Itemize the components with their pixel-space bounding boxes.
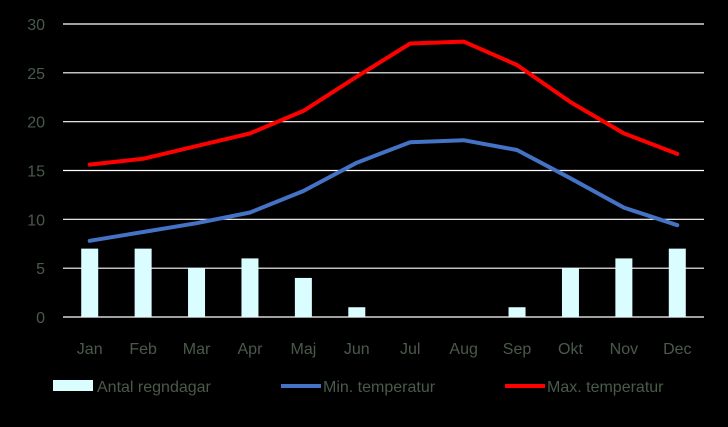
x-tick-label-aug: Aug [449,341,477,358]
x-tick-label-apr: Apr [238,341,264,358]
legend: Antal regndagar Min. temperatur Max. tempe… [53,379,664,396]
x-tick-label-maj: Maj [290,341,316,358]
x-tick-label-feb: Feb [129,341,157,358]
y-axis: 0 5 10 15 20 25 30 [27,17,45,327]
min-temperature-line [87,138,680,243]
bar-jun [348,307,366,317]
bar-nov [615,258,633,317]
bar-sep [508,307,526,317]
bar-maj [294,277,312,317]
rain-days-bars [81,248,686,317]
legend-label-min-temperatur: Min. temperatur [323,379,436,396]
x-tick-label-mar: Mar [183,341,211,358]
x-tick-label-nov: Nov [610,341,638,358]
x-tick-label-sep: Sep [503,341,532,358]
bar-jan [81,248,99,317]
bar-feb [134,248,152,317]
x-axis: Jan Feb Mar Apr Maj Jun Jul Aug Sep Okt Nov Dec [77,341,692,358]
bar-apr [241,258,259,317]
bar-okt [561,268,579,317]
y-tick-label-20: 20 [27,115,45,132]
gridlines [63,23,704,318]
max-temperature-line [87,39,680,167]
legend-swatch-antal-regndagar [53,380,93,391]
y-tick-label-10: 10 [27,212,45,229]
x-tick-label-jul: Jul [400,341,420,358]
legend-label-max-temperatur: Max. temperatur [547,379,664,396]
x-tick-label-jan: Jan [77,341,103,358]
bar-mar [188,268,206,317]
bar-dec [668,248,686,317]
y-tick-label-15: 15 [27,164,45,181]
x-tick-label-jun: Jun [344,341,370,358]
x-tick-label-dec: Dec [663,341,691,358]
temperature-lines [87,39,680,243]
legend-label-antal-regndagar: Antal regndagar [97,379,212,396]
y-tick-label-5: 5 [36,261,45,278]
y-tick-label-30: 30 [27,17,45,34]
y-tick-label-25: 25 [27,66,45,83]
y-tick-label-0: 0 [36,310,45,327]
x-tick-label-okt: Okt [558,341,583,358]
